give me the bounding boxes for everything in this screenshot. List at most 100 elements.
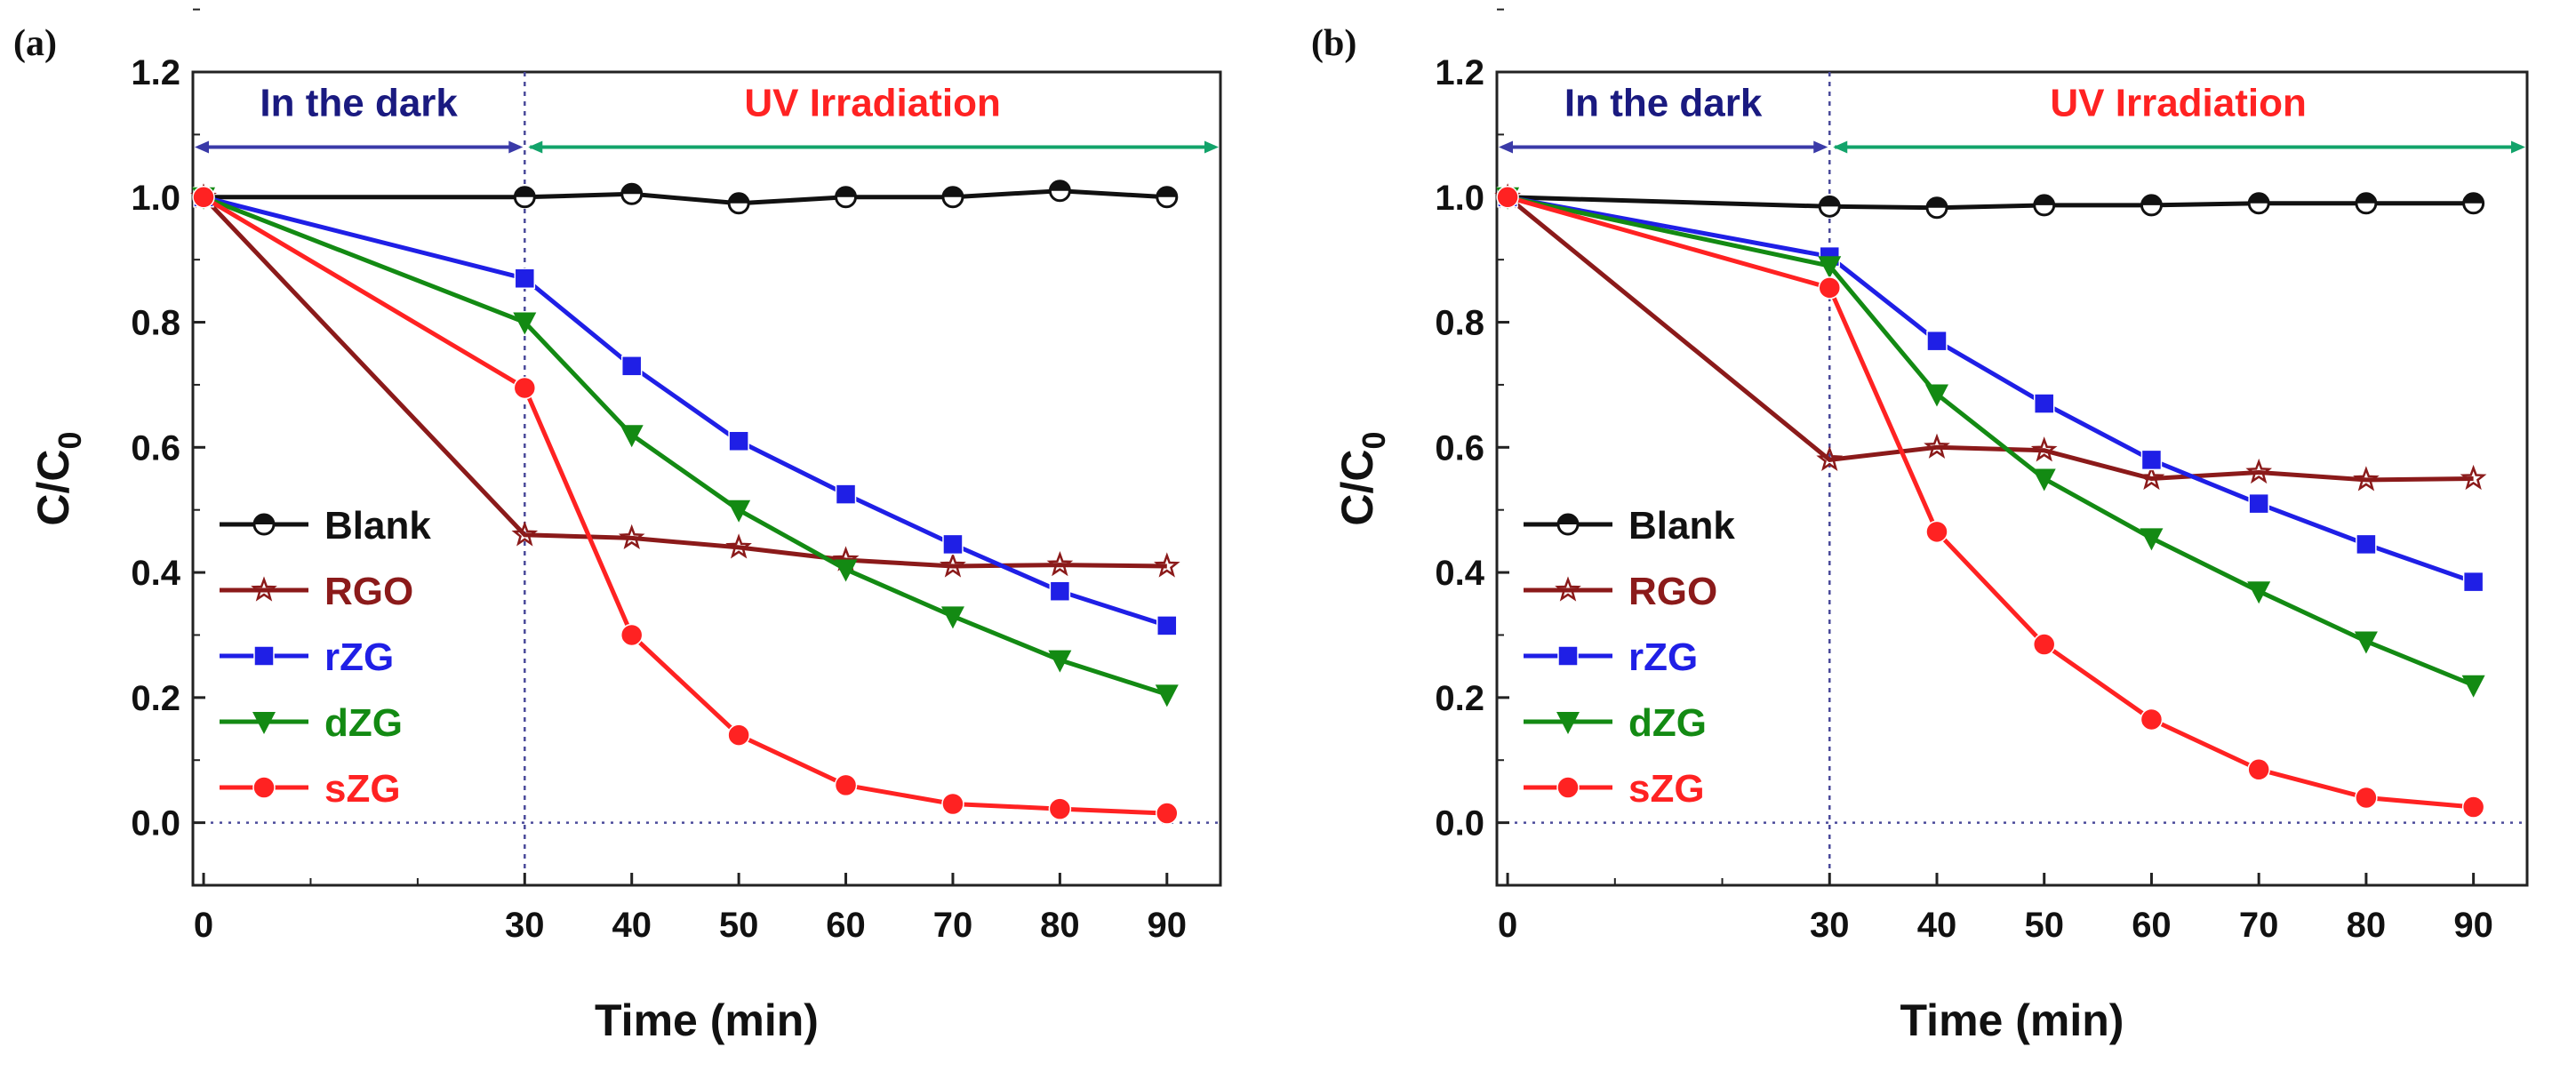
legend-item-blank: Blank <box>1524 504 1735 547</box>
y-axis-title: C/C0 <box>28 431 88 525</box>
data-point <box>2247 581 2271 604</box>
dark-arrow-head-right <box>508 140 524 154</box>
data-point <box>1153 552 1180 578</box>
chart-panel-a: (a) 0.0 0.2 0.4 0.6 0.8 1.0 1.2 0 30 40 50 60 70 80 90 T… <box>13 8 1222 1045</box>
y-tick-label: 0.0 <box>131 804 180 843</box>
y-tick-label: 0.6 <box>131 428 180 468</box>
legend-item-rgo: RGO <box>220 570 413 613</box>
uv-arrow-head-right <box>2511 140 2525 154</box>
data-point <box>1496 186 1519 209</box>
x-tick-label: 60 <box>2132 906 2172 945</box>
data-point <box>1156 802 1179 825</box>
data-point <box>1046 550 1074 577</box>
x-tick-label: 40 <box>612 906 652 945</box>
y-axis-title: C/C0 <box>1332 431 1392 525</box>
legend-label: Blank <box>324 504 431 547</box>
x-axis-title: Time (min) <box>595 995 819 1045</box>
y-tick-label: 0.4 <box>131 554 180 593</box>
data-point <box>2247 192 2270 215</box>
series-line <box>203 195 1168 697</box>
data-point <box>1926 330 1948 352</box>
data-point <box>1925 196 1948 220</box>
x-tick-label: 0 <box>194 906 213 945</box>
data-point-fill <box>836 187 856 197</box>
x-tick-label: 30 <box>505 906 545 945</box>
legend-marker-fill <box>1558 515 1578 524</box>
legend-marker <box>1556 776 1580 799</box>
legend-label: RGO <box>324 570 413 613</box>
panel-label: (a) <box>13 23 57 64</box>
data-point <box>941 186 964 209</box>
x-tick-label: 70 <box>933 906 973 945</box>
x-tick-label: 40 <box>1917 906 1957 945</box>
legend-item-szg: sZG <box>220 767 401 811</box>
x-tick-label: 90 <box>1148 906 1188 945</box>
data-point <box>2462 571 2484 593</box>
series-line <box>203 195 1168 628</box>
in-the-dark-label: In the dark <box>1564 81 1763 124</box>
data-point <box>2353 466 2380 492</box>
x-tick-label: 70 <box>2239 906 2279 945</box>
legend-label: sZG <box>324 767 401 811</box>
data-point <box>834 773 858 797</box>
data-point <box>725 533 752 559</box>
data-point <box>2140 707 2164 731</box>
data-point-fill <box>2249 193 2269 204</box>
legend-label: sZG <box>1628 767 1705 811</box>
y-tick-label: 0.2 <box>1435 679 1484 718</box>
data-point <box>1818 276 1842 300</box>
data-point <box>513 186 536 209</box>
legend-label: rZG <box>324 635 394 679</box>
data-point <box>2033 194 2056 217</box>
data-point <box>2138 464 2165 491</box>
dark-arrow-head-left <box>195 140 209 154</box>
data-point-fill <box>2356 193 2376 204</box>
y-tick-label: 1.2 <box>1435 53 1484 92</box>
series-rzg <box>193 187 1178 636</box>
series-rzg <box>1497 187 2484 593</box>
data-point-fill <box>2141 195 2162 205</box>
series-dzg <box>1496 187 2485 698</box>
legend-label: dZG <box>324 701 403 745</box>
data-point-fill <box>1820 196 1840 207</box>
series-line <box>1507 195 2475 688</box>
data-point <box>2461 675 2485 698</box>
x-tick-label: 90 <box>2453 906 2493 945</box>
uv-arrow-head-left <box>1833 140 1848 154</box>
data-point <box>835 186 858 209</box>
data-point <box>2354 631 2378 654</box>
dark-arrow-head-right <box>1813 140 1828 154</box>
y-tick-label: 0.4 <box>1435 554 1484 593</box>
chart-panel-b: (b) 0.0 0.2 0.4 0.6 0.8 1.0 1.2 0 30 40 50 60 70 80 90 T… <box>1311 8 2529 1045</box>
series-szg <box>1496 186 2485 819</box>
data-point <box>835 484 857 505</box>
y-axis-title-subscript: 0 <box>1356 431 1392 449</box>
y-tick-label: 0.2 <box>131 679 180 718</box>
series-line <box>1507 195 2475 584</box>
data-point <box>2355 786 2378 810</box>
data-point <box>727 723 750 747</box>
y-tick-label: 1.0 <box>1435 179 1484 218</box>
data-point <box>727 192 750 215</box>
data-point <box>2462 192 2485 215</box>
uv-irradiation-label: UV Irradiation <box>2050 81 2307 124</box>
dark-arrow-head-left <box>1499 140 1513 154</box>
data-point <box>940 606 964 629</box>
legend-label: RGO <box>1628 570 1717 613</box>
data-point <box>620 182 644 205</box>
x-tick-label: 60 <box>826 906 866 945</box>
y-tick-label: 1.0 <box>131 179 180 218</box>
data-point <box>2461 795 2485 819</box>
data-point <box>727 500 751 523</box>
legend-item-rgo: RGO <box>1524 570 1717 613</box>
legend-marker <box>252 776 276 799</box>
data-point <box>2356 533 2377 555</box>
data-point <box>620 623 644 647</box>
x-tick-label: 0 <box>1498 906 1517 945</box>
data-point <box>2247 758 2270 781</box>
data-point <box>511 521 539 547</box>
data-point <box>942 533 964 555</box>
legend-marker <box>1555 576 1581 602</box>
uv-arrow-head-left <box>528 140 543 154</box>
